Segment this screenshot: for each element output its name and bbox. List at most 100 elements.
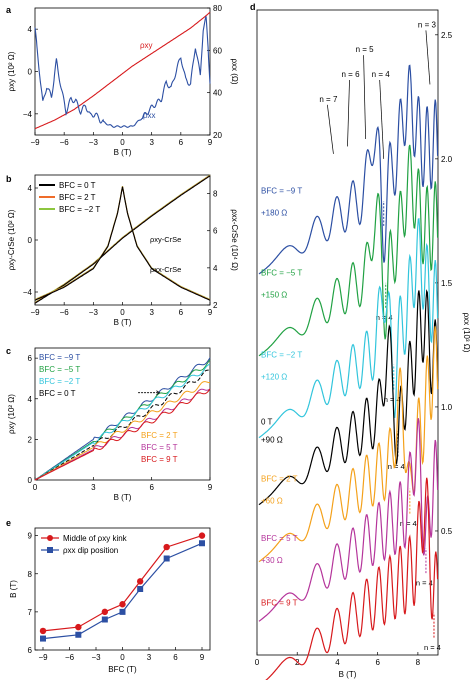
x-tick-label: −9 [38,653,48,662]
landau-label: n = 3 [418,20,437,29]
x-axis-label: B (T) [114,318,132,327]
legend-marker [47,535,53,541]
x-tick-label: 3 [149,138,154,147]
label-rho-xy: ρxy [140,41,153,50]
series-line [42,542,203,640]
legend-label: BFC = 2 T [59,193,96,202]
y-tick-label: 7 [28,608,33,617]
landau-arrow [327,104,334,154]
x-axis-label: BFC (T) [108,665,137,674]
panel-d-frame [256,9,439,656]
y-tick-label: 0 [28,68,33,77]
y2-axis-label: ρxx (Ω) [230,58,239,84]
n-label: n = 4 [416,579,433,588]
x-tick-label: 0 [33,483,38,492]
x-tick-label: −9 [30,138,40,147]
data-point [101,616,108,623]
panel-c-frame [34,347,211,481]
x-tick-label: 3 [91,483,96,492]
legend-label: BFC = −2 T [59,205,100,214]
series-label: BFC = 9 T [261,598,298,607]
x-tick-label: 6 [173,653,178,662]
series-line [258,418,439,622]
y-tick-label: 1.5 [441,279,453,288]
x-tick-label: −3 [91,653,101,662]
legend-label: BFC = 2 T [141,431,178,440]
y-tick-label: 0 [28,236,33,245]
x-tick-label: 6 [149,483,154,492]
y-tick-label: 6 [28,646,33,655]
panel-e-frame [34,527,211,651]
label-rho-xy-crse: ρxy-CrSe [150,235,181,244]
legend-label: BFC = −9 T [39,353,80,362]
series-line [34,388,211,481]
y-tick-label: −4 [23,110,33,119]
data-point [199,540,205,547]
n-label: n = 4 [384,395,401,404]
landau-arrow [363,55,366,140]
offset-label: +120 Ω [261,372,287,381]
y2-tick-label: 4 [213,264,218,273]
y-tick-label: 2.5 [441,31,453,40]
landau-label: n = 5 [356,45,375,54]
data-point [136,578,144,585]
legend-label: BFC = 9 T [141,455,178,464]
legend-label: ρxx dip position [63,546,118,555]
series-rho-xy-crse [34,175,211,304]
offset-label: +90 Ω [261,435,283,444]
series-line [258,144,439,357]
panel-label-b: b [6,174,12,184]
landau-arrow [347,79,350,147]
series-rho-xx [34,16,211,128]
label-rho-xx: ρxx [143,111,156,120]
landau-arrow [425,30,431,85]
series-line [265,477,439,680]
legend-label: BFC = −5 T [39,365,80,374]
y-axis-label: ρxx (10³ Ω) [462,313,471,353]
legend-label: BFC = 0 T [39,389,76,398]
x-tick-label: 0 [120,653,125,662]
data-point [75,623,82,631]
x-tick-label: 6 [179,308,184,317]
y-tick-label: 0 [28,476,33,485]
data-point [75,631,82,638]
panel-label-d: d [250,2,256,12]
x-tick-label: 8 [416,658,421,667]
panel-label-c: c [6,346,11,356]
landau-label: n = 7 [319,95,338,104]
series-label: 0 T [261,417,273,426]
x-tick-label: 0 [255,658,260,667]
y-tick-label: 6 [28,354,33,363]
y2-axis-label: ρxx-CrSe (10⁴ Ω) [230,209,239,271]
offset-label: +30 Ω [261,556,283,565]
x-tick-label: −6 [65,653,75,662]
y-tick-label: 4 [28,25,33,34]
y-tick-label: 2 [28,435,33,444]
label-rho-xx-crse: ρxx-CrSe [150,265,181,274]
x-tick-label: −9 [30,308,40,317]
y-tick-label: 4 [28,395,33,404]
x-tick-label: 0 [120,138,125,147]
arrow-head [156,390,161,396]
x-tick-label: 9 [200,653,205,662]
data-point [119,601,126,608]
y2-tick-label: 80 [213,4,222,13]
y2-tick-label: 40 [213,89,222,98]
data-point [163,543,170,551]
data-point [119,608,126,615]
series-rho-xx-crse [34,185,211,300]
series-line [34,381,210,481]
y-tick-label: 4 [28,184,33,193]
x-tick-label: 0 [120,308,125,317]
data-point [198,532,206,539]
data-point [40,635,46,642]
data-point [39,627,47,635]
y-axis-label: ρxy (10² Ω) [7,51,16,91]
y-tick-label: 2.0 [441,155,453,164]
x-tick-label: 3 [147,653,152,662]
y2-tick-label: 20 [213,131,222,140]
series-line [258,289,439,506]
legend-label: Middle of ρxy kink [63,534,128,543]
x-tick-label: 9 [208,483,213,492]
